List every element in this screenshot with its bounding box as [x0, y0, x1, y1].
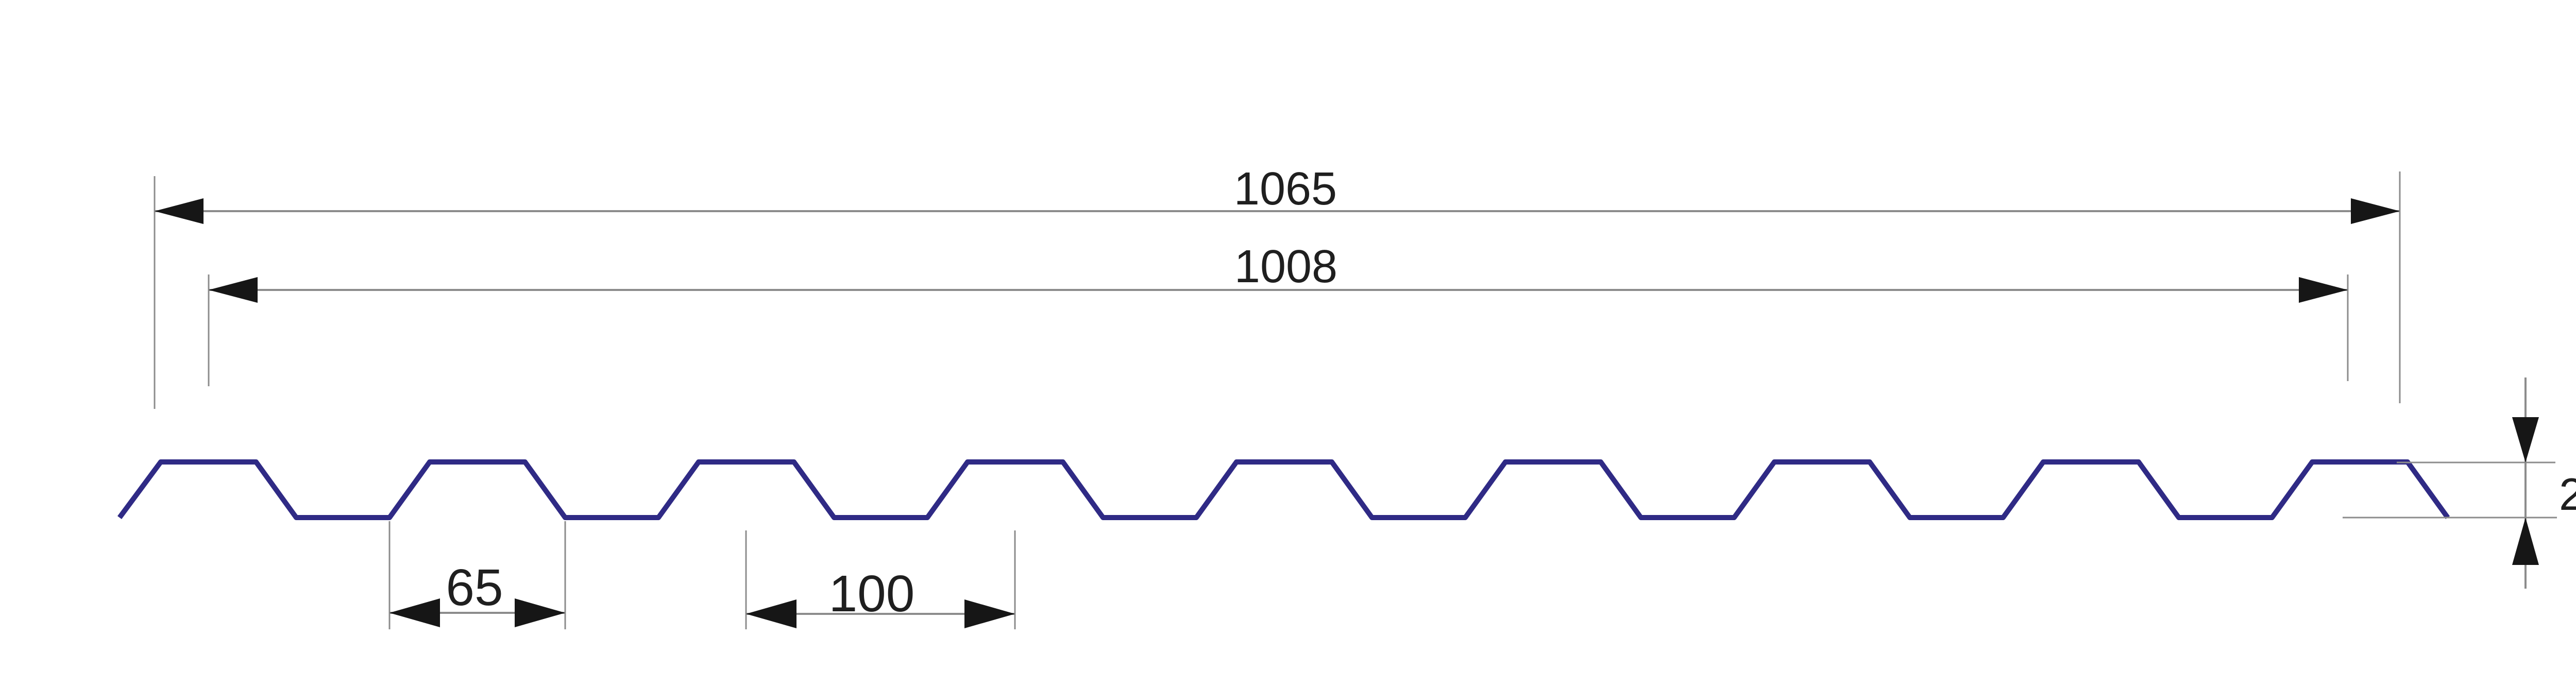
arrowhead-left [209, 277, 258, 303]
profile-polyline [117, 459, 2450, 520]
arrowhead-top [2512, 417, 2539, 462]
dim-overall-width-label: 1065 [1234, 163, 1337, 215]
dim-pitch-label: 100 [829, 565, 915, 623]
dim-pitch: 100 [745, 530, 1016, 629]
dim-height-label: 21 мм [2559, 469, 2576, 520]
dim-rib-base: 65 [388, 521, 566, 629]
arrowhead-left [155, 198, 204, 224]
profile-outline [117, 459, 2450, 520]
dim-working-width: 1008 [208, 241, 2349, 386]
arrowhead-right [964, 599, 1015, 628]
arrowhead-bottom [2512, 518, 2539, 565]
dim-working-width-label: 1008 [1234, 241, 1337, 293]
dim-rib-base-label: 65 [446, 559, 503, 616]
arrowhead-left [746, 599, 796, 628]
arrowhead-right [515, 598, 565, 627]
arrowhead-right [2299, 277, 2348, 303]
dim-overall-width: 1065 [154, 163, 2401, 409]
arrowhead-right [2351, 198, 2400, 224]
dim-height: 21 мм [2343, 377, 2576, 589]
arrowhead-left [389, 598, 440, 627]
